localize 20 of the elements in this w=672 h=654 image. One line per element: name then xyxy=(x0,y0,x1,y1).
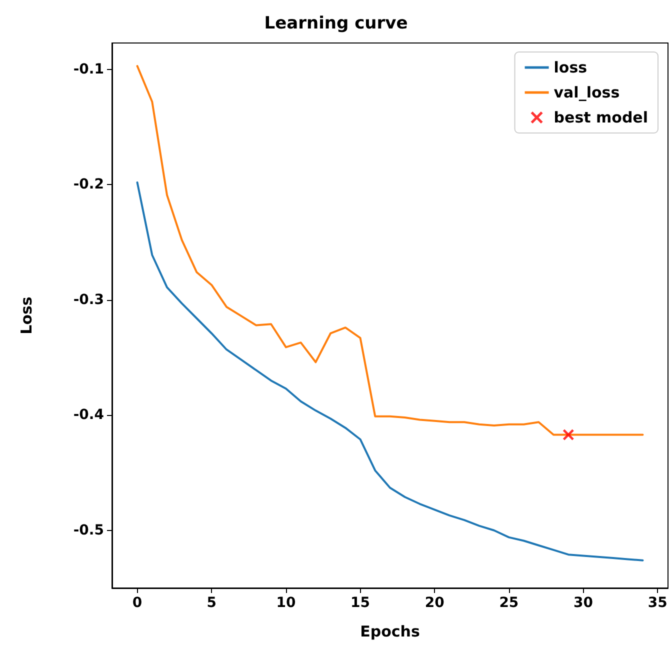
x-tick-label: 35 xyxy=(648,595,668,611)
x-tick-label: 20 xyxy=(424,595,445,611)
x-tick-label: 10 xyxy=(276,595,296,611)
x-tick-label: 15 xyxy=(350,595,370,611)
y-tick-label: -0.2 xyxy=(73,176,104,193)
y-tick-label: -0.4 xyxy=(73,407,104,424)
legend-label: best model xyxy=(554,108,648,126)
legend-label: loss xyxy=(554,58,588,76)
x-axis-title: Epochs xyxy=(360,622,420,640)
x-tick-label: 25 xyxy=(499,595,519,611)
x-tick-label: 30 xyxy=(574,595,594,611)
y-tick-label: -0.1 xyxy=(73,62,104,78)
chart-title: Learning curve xyxy=(264,14,408,34)
legend-label: val_loss xyxy=(554,84,620,102)
y-axis-title: Loss xyxy=(18,296,36,334)
x-tick-label: 0 xyxy=(132,595,142,611)
y-tick-label: -0.3 xyxy=(73,292,104,308)
x-tick-label: 5 xyxy=(206,595,216,611)
y-tick-label: -0.5 xyxy=(73,522,104,538)
line-series xyxy=(136,181,644,562)
